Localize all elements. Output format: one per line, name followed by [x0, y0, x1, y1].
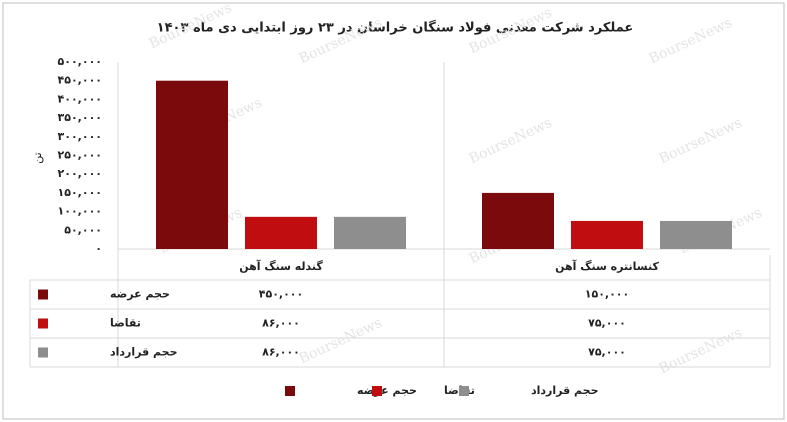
- y-tick-label: ۵۰۰,۰۰۰: [58, 55, 102, 68]
- bar: [245, 216, 317, 249]
- y-tick-label: ۰: [95, 242, 102, 255]
- table-row-label: حجم عرضه: [110, 288, 170, 301]
- legend-swatch: [372, 386, 382, 396]
- y-axis-label: تن: [31, 152, 44, 163]
- table-swatch: [38, 318, 48, 329]
- legend-swatch: [285, 386, 295, 396]
- chart-title: عملکرد شرکت معدنی فولاد سنگان خراسان در …: [157, 20, 634, 36]
- table-value: ۱۵۰,۰۰۰: [585, 288, 629, 301]
- x-tick-label: کنسانتره سنگ آهن: [555, 259, 659, 273]
- y-tick-label: ۵۰,۰۰۰: [64, 223, 102, 236]
- y-tick-label: ۳۰۰,۰۰۰: [58, 130, 102, 143]
- y-tick-label: ۲۰۰,۰۰۰: [58, 167, 102, 180]
- legend-swatch: [459, 386, 469, 396]
- y-tick-label: ۴۵۰,۰۰۰: [58, 74, 102, 87]
- table-value: ۸۶,۰۰۰: [262, 317, 300, 330]
- table-swatch: [38, 289, 48, 300]
- table-value: ۸۶,۰۰۰: [262, 346, 300, 359]
- y-tick-label: ۳۵۰,۰۰۰: [58, 111, 102, 124]
- x-tick-label: گندله سنگ آهن: [239, 259, 323, 273]
- legend-label: حجم قرارداد: [531, 384, 599, 397]
- table-swatch: [38, 347, 48, 358]
- bar: [156, 80, 228, 249]
- table-value: ۴۵۰,۰۰۰: [259, 288, 303, 301]
- y-tick-label: ۴۰۰,۰۰۰: [58, 92, 102, 105]
- y-tick-label: ۲۵۰,۰۰۰: [58, 149, 102, 162]
- y-tick-label: ۱۵۰,۰۰۰: [58, 186, 102, 199]
- bar: [660, 220, 732, 249]
- table-row-label: حجم قرارداد: [110, 346, 178, 359]
- table-value: ۷۵,۰۰۰: [588, 317, 626, 330]
- legend-label: حجم عرضه: [357, 384, 417, 397]
- table-row-label: تقاضا: [110, 317, 141, 330]
- bar: [571, 220, 643, 249]
- bar: [482, 192, 554, 249]
- y-tick-label: ۱۰۰,۰۰۰: [58, 205, 102, 218]
- table-value: ۷۵,۰۰۰: [588, 346, 626, 359]
- bar: [334, 216, 406, 249]
